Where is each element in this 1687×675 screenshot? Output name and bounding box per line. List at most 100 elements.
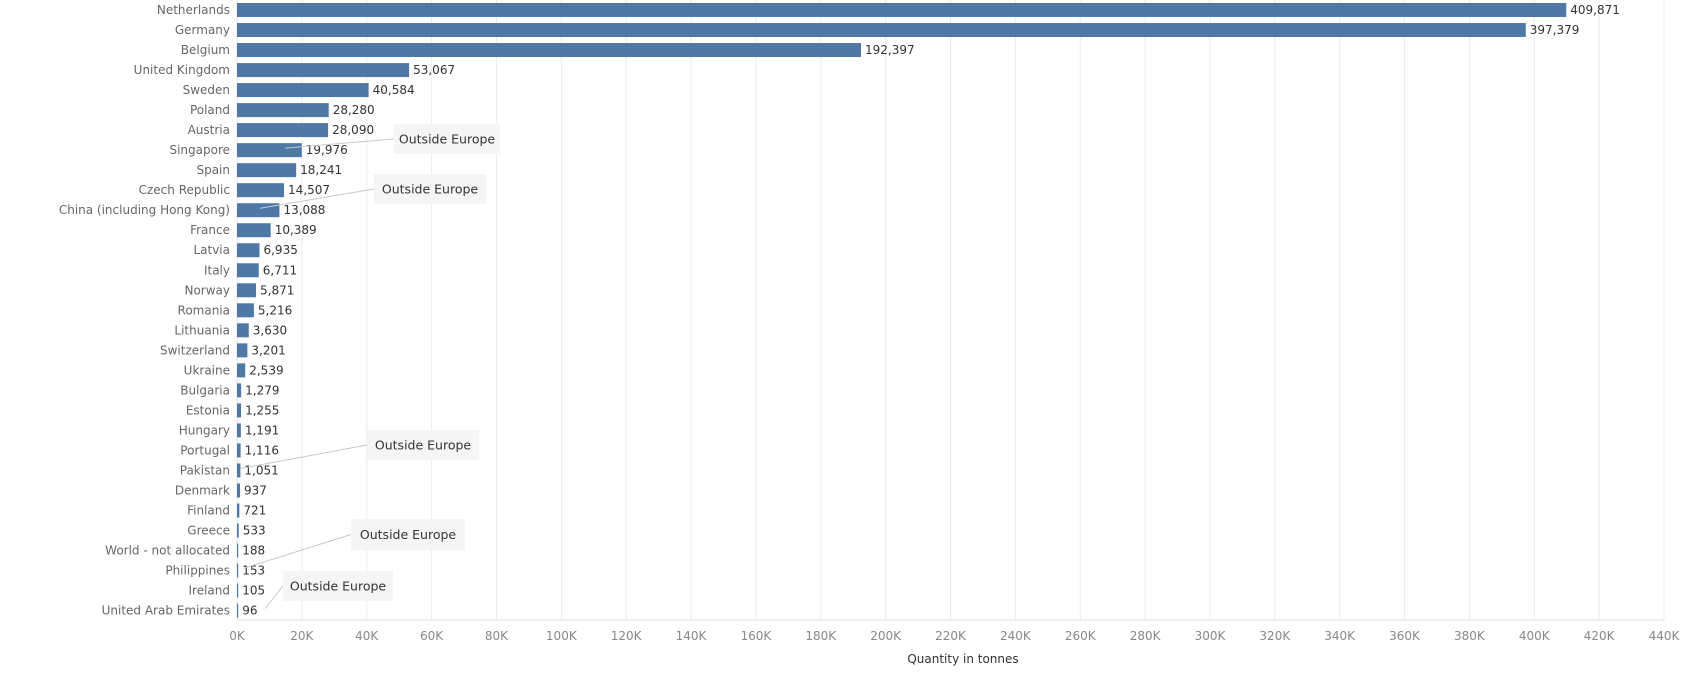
bar: [237, 303, 254, 318]
annotations: Outside Europe Outside Europe Outside Euro…: [240, 124, 500, 609]
category-label: Germany: [175, 23, 230, 37]
annotation-label: Outside Europe: [290, 579, 387, 594]
value-label: 6,935: [263, 243, 297, 257]
x-tick-label: 200K: [870, 629, 902, 643]
x-tick-label: 60K: [420, 629, 444, 643]
x-tick-label: 300K: [1195, 629, 1227, 643]
bar: [237, 403, 242, 418]
bar: [237, 63, 410, 78]
category-label: Estonia: [186, 403, 230, 417]
category-label: Denmark: [175, 483, 230, 497]
x-axis-ticks: 0K 20K 40K 60K 80K 100K 120K 140K 160K 180K 200K 22…: [229, 629, 1680, 643]
x-tick-label: 220K: [935, 629, 967, 643]
value-label: 533: [243, 524, 266, 538]
bar: [237, 163, 297, 178]
bar: [237, 283, 257, 298]
category-label: Switzerland: [160, 343, 230, 357]
x-axis-title: Quantity in tonnes: [907, 652, 1018, 666]
bars: [237, 3, 1567, 618]
value-label: 6,711: [263, 263, 297, 277]
bar: [237, 83, 369, 98]
bar: [237, 563, 239, 578]
category-label: Ireland: [188, 584, 230, 598]
x-tick-label: 80K: [485, 629, 509, 643]
category-label: Italy: [204, 263, 230, 277]
bar: [237, 23, 1526, 38]
annotation-label: Outside Europe: [375, 438, 472, 453]
x-tick-label: 160K: [741, 629, 773, 643]
category-label: Lithuania: [174, 323, 230, 337]
value-label: 13,088: [283, 203, 325, 217]
value-label: 28,090: [332, 123, 374, 137]
bar: [237, 603, 239, 618]
category-label: World - not allocated: [105, 544, 230, 558]
category-label: China (including Hong Kong): [59, 203, 230, 217]
value-label: 1,255: [245, 403, 279, 417]
value-label: 188: [242, 544, 265, 558]
annotation-label: Outside Europe: [382, 182, 479, 197]
x-tick-label: 440K: [1649, 629, 1681, 643]
value-label: 19,976: [306, 143, 348, 157]
category-label: Belgium: [181, 43, 230, 57]
annotation-box: [367, 430, 479, 460]
x-tick-label: 260K: [1065, 629, 1097, 643]
annotation-connector: [240, 444, 368, 469]
category-label: Czech Republic: [139, 183, 230, 197]
value-label: 18,241: [300, 163, 342, 177]
bar: [237, 463, 241, 478]
x-tick-label: 360K: [1389, 629, 1421, 643]
value-label: 96: [242, 604, 257, 618]
value-label: 10,389: [275, 223, 317, 237]
value-label: 937: [244, 483, 267, 497]
category-label: Sweden: [183, 83, 230, 97]
bar: [237, 43, 861, 58]
value-label: 1,051: [244, 463, 278, 477]
value-label: 5,871: [260, 283, 294, 297]
x-tick-label: 120K: [611, 629, 643, 643]
x-tick-label: 0K: [229, 629, 246, 643]
x-tick-label: 40K: [355, 629, 379, 643]
value-label: 40,584: [373, 83, 415, 97]
bar: [237, 203, 280, 218]
category-label: Bulgaria: [180, 383, 230, 397]
bar: [237, 143, 302, 158]
annotation-connector: [264, 585, 284, 609]
bar: [237, 3, 1567, 17]
annotation-box: [374, 174, 486, 204]
value-label: 14,507: [288, 183, 330, 197]
x-tick-label: 380K: [1454, 629, 1486, 643]
value-label: 397,379: [1530, 23, 1580, 37]
bar: [237, 183, 285, 198]
value-label: 1,116: [245, 443, 279, 457]
x-tick-label: 100K: [546, 629, 578, 643]
value-label: 28,280: [333, 103, 375, 117]
x-tick-label: 420K: [1584, 629, 1616, 643]
value-label: 105: [242, 584, 265, 598]
bar: [237, 383, 242, 398]
bar: [237, 483, 241, 498]
x-tick-label: 340K: [1324, 629, 1356, 643]
annotation-connector: [242, 534, 352, 570]
annotation-box: [351, 519, 465, 550]
bar: [237, 263, 259, 278]
value-label: 1,279: [245, 383, 279, 397]
category-label: Hungary: [179, 423, 230, 437]
value-label: 5,216: [258, 303, 292, 317]
annotation-label: Outside Europe: [360, 527, 457, 542]
category-label: Latvia: [193, 243, 230, 257]
annotation-box: [394, 124, 500, 154]
bar: [237, 363, 246, 378]
bar: [237, 443, 241, 458]
bar: [237, 523, 239, 538]
x-tick-label: 320K: [1259, 629, 1291, 643]
category-label: Pakistan: [180, 463, 230, 477]
category-label: Poland: [190, 103, 230, 117]
x-tick-label: 20K: [290, 629, 314, 643]
bar: [237, 223, 271, 238]
bar: [237, 123, 329, 138]
category-label: France: [190, 223, 230, 237]
value-label: 53,067: [413, 63, 455, 77]
category-label: Norway: [184, 283, 230, 297]
x-tick-label: 180K: [805, 629, 837, 643]
